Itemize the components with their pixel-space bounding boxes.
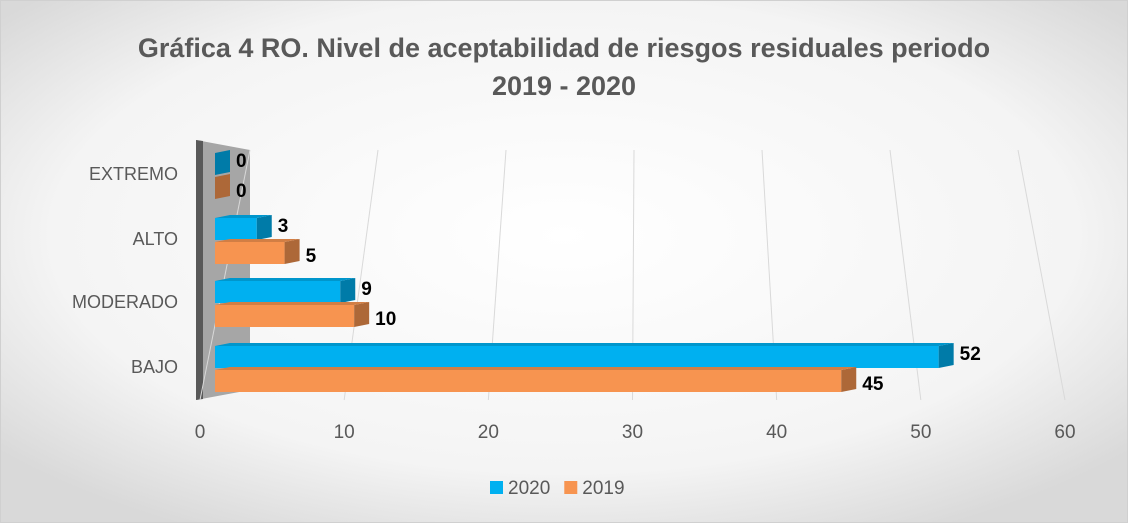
bar-cap xyxy=(215,150,230,175)
x-tick-label: 60 xyxy=(1054,422,1075,443)
grid-line xyxy=(199,149,251,401)
bar-top xyxy=(215,215,272,218)
x-tick-label: 50 xyxy=(910,422,931,443)
back-wall xyxy=(196,140,250,400)
chart-title: Gráfica 4 RO. Nivel de aceptabilidad de … xyxy=(138,33,990,63)
bar-cap xyxy=(215,174,230,199)
legend-label: 2019 xyxy=(582,478,624,499)
bar-cap xyxy=(354,302,370,327)
x-tick-label: 10 xyxy=(334,422,355,443)
bar-cap xyxy=(340,278,356,303)
x-tick-label: 20 xyxy=(478,422,499,443)
bar-cap xyxy=(284,239,300,264)
data-label: 45 xyxy=(862,374,884,395)
x-tick-label: 40 xyxy=(766,422,787,443)
y-tick-label: EXTREMO xyxy=(89,164,178,184)
grid-line xyxy=(1017,149,1066,401)
bar-cap xyxy=(938,343,954,368)
data-label: 9 xyxy=(361,279,372,300)
bar xyxy=(215,242,285,264)
bar-top xyxy=(215,278,356,281)
legend-swatch xyxy=(564,481,578,494)
x-tick-label: 0 xyxy=(195,422,206,443)
y-tick-label: ALTO xyxy=(133,229,178,249)
y-tick-label: MODERADO xyxy=(72,292,178,312)
bar-top xyxy=(215,302,370,305)
data-label: 0 xyxy=(236,181,247,202)
bar xyxy=(215,346,939,368)
bar-top xyxy=(215,343,954,346)
legend-swatch xyxy=(490,481,503,494)
bar-top xyxy=(215,239,300,242)
data-label: 0 xyxy=(236,151,247,172)
y-tick-label: BAJO xyxy=(131,357,178,377)
bar xyxy=(215,218,257,240)
bar xyxy=(215,281,341,303)
legend-label: 2020 xyxy=(508,478,550,499)
data-label: 5 xyxy=(306,246,317,267)
chart-title: 2019 - 2020 xyxy=(492,71,636,101)
data-label: 3 xyxy=(278,216,289,237)
bar-cap xyxy=(256,215,272,240)
bar-top xyxy=(215,367,857,370)
bar xyxy=(215,370,842,392)
wall-edge xyxy=(196,140,203,400)
data-label: 52 xyxy=(960,344,981,365)
x-tick-label: 30 xyxy=(622,422,643,443)
data-label: 10 xyxy=(375,309,396,330)
bar xyxy=(215,305,355,327)
bar-cap xyxy=(841,367,857,392)
